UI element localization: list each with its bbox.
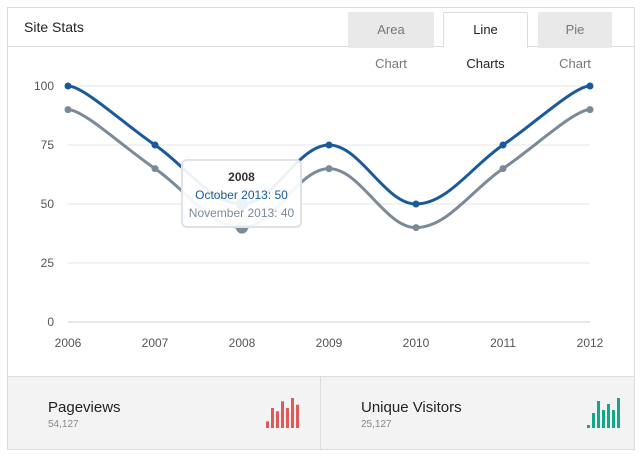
data-point	[499, 141, 507, 149]
stats-footer: Pageviews 54,127 Unique Visitors 25,127	[8, 376, 634, 449]
sparkline-bar	[281, 401, 284, 428]
data-point	[151, 141, 159, 149]
y-tick-label: 100	[34, 79, 54, 93]
data-point	[412, 224, 420, 232]
x-tick-label: 2009	[316, 336, 343, 350]
data-point	[412, 200, 420, 208]
y-tick-label: 75	[41, 138, 55, 152]
x-tick-label: 2011	[490, 336, 516, 350]
chart-tooltip: 2008 October 2013: 50 November 2013: 40	[181, 159, 302, 228]
x-tick-label: 2010	[403, 336, 430, 350]
y-tick-label: 0	[47, 315, 54, 329]
pageviews-sparkline	[266, 398, 299, 428]
tooltip-series-2: November 2013: 40	[188, 206, 295, 220]
sparkline-bar	[291, 398, 294, 428]
data-point	[325, 141, 333, 149]
sparkline-bar	[271, 408, 274, 428]
sparkline-bar	[276, 411, 279, 428]
sparkline-bar	[587, 425, 590, 428]
tooltip-series-1: October 2013: 50	[195, 188, 288, 202]
sparkline-bar	[617, 398, 620, 428]
stat-pageviews: Pageviews 54,127	[8, 377, 320, 449]
stat-unique-visitors: Unique Visitors 25,127	[320, 377, 634, 449]
stat-value: 54,127	[48, 419, 79, 430]
tab-line-charts[interactable]: Line Charts	[443, 12, 528, 71]
data-point	[586, 82, 594, 90]
sparkline-bar	[612, 410, 615, 428]
sparkline-bar	[286, 408, 289, 428]
x-tick-label: 2012	[577, 336, 604, 350]
line-chart: 0 25 50 75 100 2006 2007 2008 2009 2010 2011 2012 2…	[8, 48, 634, 376]
sparkline-bar	[266, 421, 269, 428]
tab-pie-chart[interactable]: Pie Chart	[538, 12, 612, 71]
site-stats-widget: Site Stats Area Chart Line Charts Pie Ch…	[7, 7, 635, 450]
data-point	[151, 165, 159, 173]
x-tick-label: 2007	[142, 336, 169, 350]
x-tick-label: 2006	[55, 336, 82, 350]
widget-header: Site Stats Area Chart Line Charts Pie Ch…	[8, 8, 634, 71]
sparkline-bar	[592, 413, 595, 428]
sparkline-bar	[597, 401, 600, 428]
data-point	[586, 106, 594, 114]
data-point	[325, 165, 333, 173]
y-tick-label: 50	[41, 197, 55, 211]
y-tick-label: 25	[41, 256, 55, 270]
stat-label: Unique Visitors	[361, 399, 462, 416]
widget-title: Site Stats	[24, 19, 84, 35]
sparkline-bar	[296, 404, 299, 428]
data-point	[499, 165, 507, 173]
line-chart-svg: 0 25 50 75 100 2006 2007 2008 2009 2010 2011 2012	[34, 79, 604, 350]
stat-label: Pageviews	[48, 399, 121, 416]
visitors-sparkline	[587, 398, 620, 428]
x-tick-label: 2008	[229, 336, 256, 350]
tooltip-title: 2008	[228, 170, 255, 184]
sparkline-bar	[607, 404, 610, 428]
data-point	[64, 106, 72, 114]
data-point	[64, 82, 72, 90]
tab-area-chart[interactable]: Area Chart	[348, 12, 434, 71]
stat-value: 25,127	[361, 419, 392, 430]
sparkline-bar	[602, 410, 605, 428]
